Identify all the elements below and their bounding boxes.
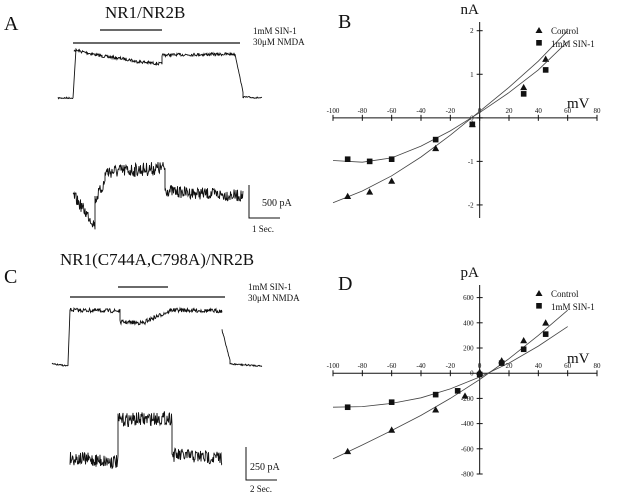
y-axis-label: nA bbox=[460, 2, 479, 18]
data-point-control bbox=[461, 392, 469, 399]
data-point-control bbox=[520, 83, 528, 91]
panel-a: A NR1/NR2B 1mM SIN-1 30μM NMDA 500 pA 1 … bbox=[4, 3, 305, 234]
legend-label: 1mM SIN-1 bbox=[551, 39, 595, 49]
y-tick-label: -2 bbox=[468, 201, 474, 209]
data-point-control bbox=[344, 447, 352, 455]
legend-label: 1mM SIN-1 bbox=[551, 302, 595, 312]
x-tick-label: -40 bbox=[416, 107, 426, 115]
fit-curve bbox=[332, 309, 568, 460]
x-tick-label: -20 bbox=[446, 362, 456, 370]
x-tick-label: -80 bbox=[358, 107, 368, 115]
legend-marker bbox=[535, 290, 543, 296]
y-tick-label: -200 bbox=[461, 395, 474, 403]
scale-time-label: 1 Sec. bbox=[252, 224, 274, 234]
fit-curve bbox=[332, 30, 568, 204]
scale-bar bbox=[248, 185, 280, 219]
scale-current-label: 250 pA bbox=[250, 462, 281, 473]
x-tick-label: 80 bbox=[594, 107, 602, 115]
data-point-control bbox=[520, 336, 528, 344]
panel-d-letter: D bbox=[338, 273, 352, 295]
iv-plot-d: D -100 -80 -60 -40 -20 0 20 40 60 80-800-600-400-… bbox=[327, 265, 601, 479]
data-point-sin1 bbox=[432, 391, 439, 398]
x-tick-label: 40 bbox=[535, 362, 543, 370]
y-tick-label: -800 bbox=[461, 471, 474, 479]
data-point-sin1 bbox=[542, 67, 549, 73]
scale-time-label: 2 Sec. bbox=[250, 484, 272, 494]
legend-marker bbox=[536, 303, 542, 309]
data-point-control bbox=[432, 144, 440, 152]
current-trace-mutant bbox=[51, 306, 263, 470]
data-point-sin1 bbox=[542, 331, 549, 337]
x-tick-label: -20 bbox=[446, 107, 456, 115]
data-point-sin1 bbox=[388, 156, 395, 162]
y-tick-label: -600 bbox=[461, 445, 474, 453]
legend-marker bbox=[535, 27, 543, 33]
x-tick-label: -60 bbox=[387, 107, 397, 115]
x-axis-label: mV bbox=[567, 351, 590, 367]
y-tick-label: 1 bbox=[470, 71, 474, 79]
fit-curve bbox=[332, 41, 568, 163]
y-tick-label: 0 bbox=[470, 370, 474, 378]
legend-label: Control bbox=[551, 26, 579, 36]
x-tick-label: 80 bbox=[594, 362, 602, 370]
data-point-sin1 bbox=[520, 346, 527, 353]
x-tick-label: -60 bbox=[387, 362, 397, 370]
panel-c-title: NR1(C744A,C798A)/NR2B bbox=[60, 250, 254, 269]
y-tick-label: 200 bbox=[463, 345, 474, 353]
x-tick-label: 20 bbox=[506, 107, 514, 115]
iv-plot-b: B -100 -80 -60 -40 -20 0 20 40 60 80-2-1012nAmVCo… bbox=[327, 2, 601, 218]
fit-curve bbox=[332, 326, 568, 408]
y-tick-label: 400 bbox=[463, 319, 474, 327]
data-point-control bbox=[388, 426, 396, 433]
data-point-sin1 bbox=[454, 388, 461, 394]
x-tick-label: 60 bbox=[564, 107, 572, 115]
x-tick-label: -100 bbox=[327, 362, 340, 370]
x-tick-label: 0 bbox=[478, 362, 482, 370]
x-tick-label: 40 bbox=[535, 107, 543, 115]
y-tick-label: 600 bbox=[463, 294, 474, 302]
scale-bar bbox=[245, 447, 277, 481]
panel-c: C NR1(C744A,C798A)/NR2B 1mM SIN-1 30μM N… bbox=[4, 250, 300, 494]
data-point-sin1 bbox=[432, 136, 439, 143]
y-tick-label: -1 bbox=[468, 158, 474, 166]
agonist-label: 30μM NMDA bbox=[253, 37, 305, 47]
legend-label: Control bbox=[551, 289, 579, 299]
data-point-control bbox=[344, 192, 352, 200]
current-trace-nr1-nr2b bbox=[57, 47, 263, 230]
y-tick-label: 0 bbox=[470, 114, 474, 122]
drug-label: 1mM SIN-1 bbox=[248, 282, 292, 292]
panel-a-title: NR1/NR2B bbox=[105, 3, 185, 22]
data-point-control bbox=[542, 55, 550, 62]
data-point-control bbox=[542, 319, 550, 326]
agonist-label: 30μM NMDA bbox=[248, 293, 300, 303]
y-axis-label: pA bbox=[460, 265, 479, 281]
panel-c-letter: C bbox=[4, 266, 17, 288]
data-point-sin1 bbox=[498, 360, 505, 366]
x-tick-label: -100 bbox=[327, 107, 340, 115]
data-point-control bbox=[432, 406, 440, 413]
data-point-sin1 bbox=[476, 371, 483, 378]
drug-label: 1mM SIN-1 bbox=[253, 26, 297, 36]
scale-current-label: 500 pA bbox=[262, 198, 293, 209]
data-point-sin1 bbox=[366, 158, 373, 165]
x-tick-label: 20 bbox=[506, 362, 514, 370]
data-point-sin1 bbox=[520, 91, 527, 97]
data-point-sin1 bbox=[388, 399, 395, 405]
x-tick-label: -40 bbox=[416, 362, 426, 370]
x-tick-label: -80 bbox=[358, 362, 368, 370]
data-point-control bbox=[366, 188, 374, 195]
data-point-sin1 bbox=[344, 404, 351, 411]
panel-a-letter: A bbox=[4, 13, 19, 35]
x-axis-label: mV bbox=[567, 96, 590, 112]
data-point-sin1 bbox=[469, 121, 476, 128]
panel-b-letter: B bbox=[338, 11, 351, 33]
legend-marker bbox=[536, 40, 542, 46]
data-point-control bbox=[388, 177, 396, 184]
data-point-sin1 bbox=[344, 156, 351, 162]
y-tick-label: -400 bbox=[461, 420, 474, 428]
y-tick-label: 2 bbox=[470, 27, 474, 35]
x-tick-label: 60 bbox=[564, 362, 572, 370]
